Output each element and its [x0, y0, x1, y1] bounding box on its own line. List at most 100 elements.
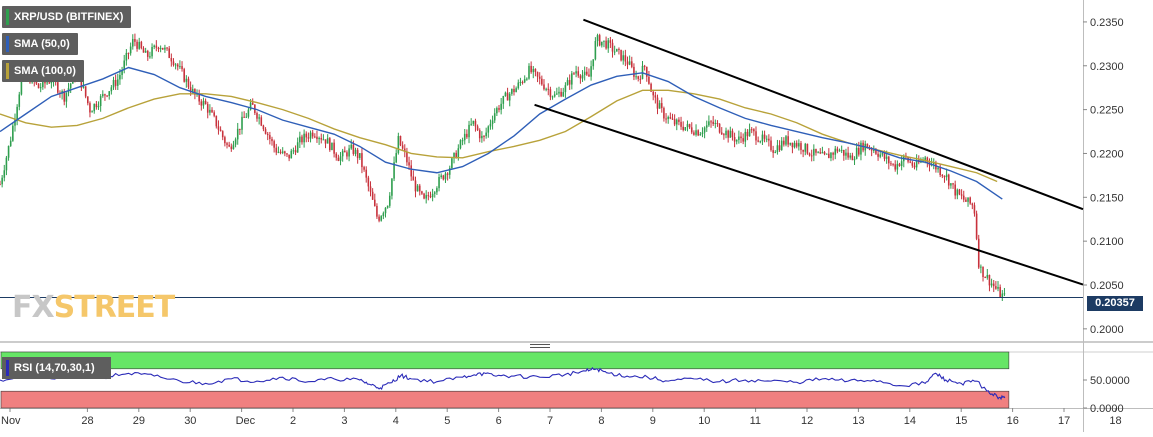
x-tick-label: 9: [650, 415, 656, 427]
candle-body: [992, 283, 995, 287]
candle-body: [416, 185, 419, 192]
candle-body: [630, 61, 633, 67]
candle-body: [997, 286, 999, 289]
x-tick-label: 10: [698, 415, 710, 427]
y-tick-label: 0.2300: [1090, 61, 1124, 73]
candle-body: [843, 149, 845, 156]
candle-body: [637, 76, 640, 79]
candle-body: [941, 174, 944, 177]
candle-body: [352, 144, 355, 154]
candle-body: [800, 143, 802, 150]
candle-body: [258, 117, 260, 119]
candle-body: [729, 130, 732, 138]
candle-body: [885, 156, 888, 159]
x-tick-label: 28: [81, 415, 93, 427]
candle-body: [307, 137, 310, 139]
candle-body: [288, 154, 290, 159]
y-tick-label: 0.2350: [1090, 17, 1124, 29]
candle-body: [680, 121, 682, 127]
candle-body: [727, 130, 729, 138]
candle-body: [669, 117, 672, 119]
candle-body: [720, 132, 723, 135]
candle-body: [170, 57, 173, 62]
candle-body: [785, 136, 787, 145]
candle-body: [894, 164, 897, 170]
candle-body: [211, 109, 213, 113]
candle-body: [684, 127, 687, 130]
candle-body: [755, 131, 757, 141]
candle-body: [965, 199, 967, 202]
candle-body: [750, 129, 753, 131]
candle-body: [388, 195, 391, 206]
candle-body: [423, 193, 425, 199]
candle-body: [517, 82, 520, 89]
candle-body: [956, 189, 959, 196]
candle-body: [598, 35, 601, 46]
candle-body: [763, 134, 766, 139]
instrument-label: XRP/USD (BITFINEX): [14, 11, 124, 23]
candle-body: [851, 155, 854, 161]
candle-body: [588, 74, 590, 77]
candle-body: [840, 149, 843, 151]
candle-body: [870, 148, 873, 151]
candle-body: [823, 152, 826, 155]
candle-body: [883, 153, 886, 159]
candle-body: [290, 150, 293, 159]
candle-body: [102, 94, 104, 97]
candle-body: [579, 75, 582, 79]
candle-body: [620, 49, 622, 61]
candle-body: [50, 81, 53, 84]
candle-body: [699, 133, 702, 136]
candle-body: [236, 128, 239, 140]
candle-body: [7, 145, 10, 158]
candle-body: [980, 266, 982, 268]
candle-body: [166, 47, 168, 49]
candle-body: [817, 152, 819, 154]
candle-body: [114, 80, 117, 86]
candle-body: [172, 61, 175, 65]
main-pane: [0, 0, 1083, 342]
candle-body: [697, 130, 699, 136]
sma100-swatch: [6, 63, 9, 79]
candle-body: [838, 150, 841, 152]
candle-body: [65, 92, 68, 102]
candle-body: [716, 122, 719, 124]
x-tick-label: 4: [393, 415, 399, 427]
candle-body: [337, 157, 340, 161]
candle-body: [251, 102, 254, 105]
candle-body: [855, 147, 858, 159]
candle-body: [333, 142, 335, 154]
candle-body: [348, 148, 350, 157]
candle-body: [481, 135, 483, 139]
candle-body: [643, 65, 646, 67]
candle-body: [738, 136, 740, 140]
candle-body: [898, 163, 901, 167]
candle-body: [723, 134, 725, 136]
candle-body: [277, 151, 280, 153]
candle-body: [543, 84, 545, 90]
candle-body: [560, 91, 562, 97]
candle-body: [733, 137, 736, 142]
candle-body: [740, 136, 742, 139]
sma100-legend: SMA (100,0): [2, 60, 84, 82]
candle-body: [866, 143, 869, 149]
candle-body: [571, 73, 573, 85]
x-tick-label: 6: [496, 415, 502, 427]
candle-body: [159, 47, 162, 50]
candle-body: [176, 64, 179, 67]
rsi-swatch: [6, 360, 9, 376]
candle-body: [795, 142, 798, 147]
candle-body: [868, 148, 871, 150]
pane-splitter-handle[interactable]: [530, 344, 550, 350]
candle-body: [491, 120, 494, 124]
candle-body: [650, 83, 652, 92]
candle-body: [658, 103, 661, 109]
candle-body: [181, 66, 183, 70]
candle-body: [234, 139, 237, 145]
candle-body: [14, 119, 16, 126]
instrument-legend: XRP/USD (BITFINEX): [2, 6, 132, 28]
candle-body: [858, 147, 860, 155]
candle-body: [168, 48, 170, 58]
candle-body: [16, 106, 18, 120]
